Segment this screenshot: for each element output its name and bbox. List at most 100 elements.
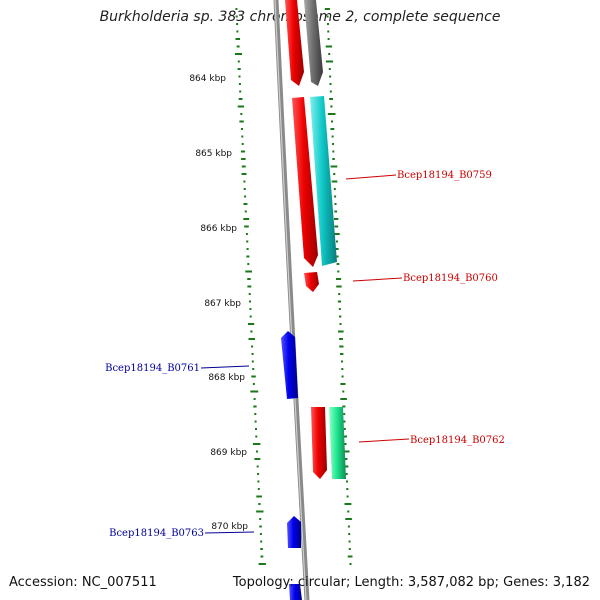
gc-dot: [334, 218, 339, 220]
gc-dot: [339, 323, 342, 325]
gc-dot: [330, 165, 338, 168]
gc-dot: [259, 525, 262, 528]
gc-dot: [247, 263, 250, 265]
backbone-highlight: [274, 0, 307, 600]
gc-dot: [336, 240, 338, 243]
label-b0762[interactable]: Bcep18194_B0762: [410, 435, 505, 446]
gc-dot: [243, 218, 250, 220]
gc-dot: [260, 555, 264, 558]
gc-dot: [254, 420, 257, 423]
gc-dot: [327, 30, 330, 33]
gc-dot: [348, 533, 351, 535]
gc-dot: [337, 270, 340, 273]
gene-b0763[interactable]: [287, 516, 301, 548]
gc-dot: [236, 30, 239, 33]
label-b0763[interactable]: Bcep18194_B0763: [109, 528, 204, 539]
map-title: Burkholderia sp. 383 chromosome 2, compl…: [99, 9, 501, 25]
tick-labels: 864 kbp 865 kbp 866 kbp 867 kbp 868 kbp …: [189, 74, 248, 532]
gc-dot: [243, 188, 246, 190]
gc-dot: [339, 315, 342, 318]
tick-867: 867 kbp: [204, 299, 241, 309]
gc-dot: [249, 308, 252, 310]
gc-dot: [336, 248, 339, 250]
gc-dot: [249, 315, 252, 318]
gc-dot: [245, 270, 252, 273]
tick-868: 868 kbp: [208, 373, 245, 383]
gc-dot: [336, 263, 340, 265]
gc-dot: [241, 165, 246, 168]
gc-dot: [241, 158, 246, 160]
gc-dot: [252, 368, 255, 370]
gc-dot: [345, 473, 348, 475]
feature-grey-top[interactable]: [304, 0, 323, 86]
gene-b0762[interactable]: [311, 407, 327, 479]
gc-dot: [243, 203, 248, 205]
gene-b0761[interactable]: [281, 331, 298, 399]
gc-dot: [346, 488, 349, 490]
gc-dot: [241, 128, 243, 130]
gc-dot: [333, 173, 336, 175]
gc-dot: [250, 390, 259, 393]
gc-dot: [349, 563, 352, 565]
gc-dot: [336, 255, 339, 258]
gc-dot: [344, 503, 352, 505]
gc-dot: [326, 15, 329, 18]
gc-dot: [336, 278, 342, 280]
gc-dot: [341, 375, 344, 378]
gc-dot: [251, 345, 254, 348]
leader-b0759: [345, 174, 397, 180]
gc-dot: [255, 428, 257, 430]
gc-dot: [251, 360, 254, 363]
gc-dot: [235, 15, 238, 18]
gc-dot: [257, 480, 260, 483]
gc-dot: [327, 23, 329, 25]
gc-dot: [236, 45, 240, 48]
gc-dot: [241, 143, 244, 145]
gc-dot: [245, 233, 248, 235]
gc-dot: [241, 135, 244, 138]
gc-dot: [340, 398, 347, 400]
gc-dot: [259, 518, 262, 520]
gene-bottom[interactable]: [289, 584, 302, 600]
gc-dot: [257, 473, 260, 475]
gc-dot: [329, 75, 332, 78]
gene-b0760[interactable]: [304, 272, 319, 292]
gc-dot: [252, 383, 255, 385]
gc-dot: [252, 443, 261, 445]
gc-dot: [254, 458, 261, 460]
gc-dot: [260, 548, 263, 550]
feature-cds-b0759[interactable]: [310, 96, 337, 266]
gc-dot: [337, 300, 342, 303]
gc-dot: [332, 158, 335, 160]
gc-dot: [345, 518, 352, 520]
gene-forward-top[interactable]: [285, 0, 304, 86]
gc-dot: [255, 435, 258, 438]
gc-dot: [256, 495, 262, 498]
gc-dot: [344, 443, 347, 445]
gc-dot: [339, 345, 344, 348]
gc-dot: [239, 120, 244, 123]
label-b0760[interactable]: Bcep18194_B0760: [403, 273, 498, 284]
gc-dot: [332, 143, 334, 145]
tick-864: 864 kbp: [189, 74, 226, 84]
gc-dot: [333, 233, 340, 235]
gene-b0759[interactable]: [292, 97, 318, 267]
label-b0761[interactable]: Bcep18194_B0761: [105, 363, 200, 374]
gc-dot: [347, 525, 350, 528]
label-b0759[interactable]: Bcep18194_B0759: [397, 170, 492, 181]
gc-dot: [235, 8, 238, 10]
gc-dot: [346, 480, 348, 483]
gc-dot: [346, 495, 349, 498]
feature-rna-b0762[interactable]: [329, 407, 346, 479]
gc-dot: [329, 83, 332, 85]
gc-dot: [348, 540, 351, 543]
gc-dot: [334, 210, 338, 213]
gc-dot: [339, 338, 343, 340]
gc-dot: [341, 368, 344, 370]
gc-dot: [329, 98, 333, 100]
gc-dot: [340, 383, 346, 385]
gc-dot: [332, 150, 335, 153]
gc-dot: [238, 75, 241, 78]
gc-dot: [258, 503, 261, 505]
gc-dot: [249, 300, 251, 303]
